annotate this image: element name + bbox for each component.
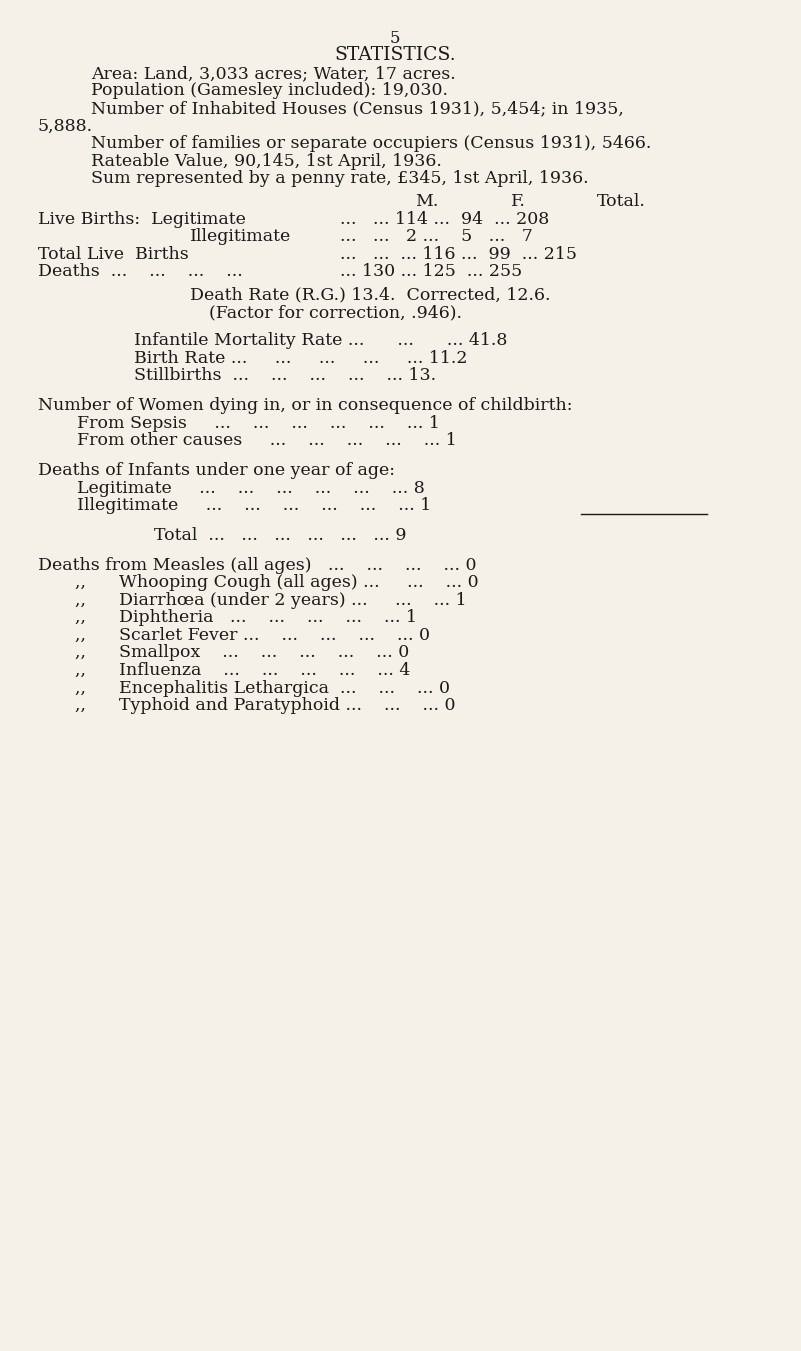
- Text: M.: M.: [415, 193, 438, 211]
- Text: Illegitimate: Illegitimate: [190, 228, 291, 246]
- Text: ,,      Whooping Cough (all ages) ...     ...    ... 0: ,, Whooping Cough (all ages) ... ... ...…: [75, 574, 479, 592]
- Text: F.: F.: [511, 193, 526, 211]
- Text: Deaths of Infants under one year of age:: Deaths of Infants under one year of age:: [38, 462, 395, 480]
- Text: Deaths from Measles (all ages)   ...    ...    ...    ... 0: Deaths from Measles (all ages) ... ... .…: [38, 557, 477, 574]
- Text: Sum represented by a penny rate, £345, 1st April, 1936.: Sum represented by a penny rate, £345, 1…: [91, 170, 589, 188]
- Text: ,,      Smallpox    ...    ...    ...    ...    ... 0: ,, Smallpox ... ... ... ... ... 0: [75, 644, 409, 662]
- Text: Legitimate     ...    ...    ...    ...    ...    ... 8: Legitimate ... ... ... ... ... ... 8: [78, 480, 425, 497]
- Text: (Factor for correction, .946).: (Factor for correction, .946).: [209, 304, 462, 322]
- Text: Live Births:  Legitimate: Live Births: Legitimate: [38, 211, 246, 228]
- Text: Number of Women dying in, or in consequence of childbirth:: Number of Women dying in, or in conseque…: [38, 397, 573, 415]
- Text: Birth Rate ...     ...     ...     ...     ... 11.2: Birth Rate ... ... ... ... ... 11.2: [135, 350, 468, 367]
- Text: Total.: Total.: [597, 193, 646, 211]
- Text: ,,      Scarlet Fever ...    ...    ...    ...    ... 0: ,, Scarlet Fever ... ... ... ... ... 0: [75, 627, 430, 644]
- Text: Rateable Value, 90,145, 1st April, 1936.: Rateable Value, 90,145, 1st April, 1936.: [91, 153, 441, 170]
- Text: Total  ...   ...   ...   ...   ...   ... 9: Total ... ... ... ... ... ... 9: [154, 527, 407, 544]
- Text: ,,      Diarrhœa (under 2 years) ...     ...    ... 1: ,, Diarrhœa (under 2 years) ... ... ... …: [75, 592, 467, 609]
- Text: ,,      Encephalitis Lethargica  ...    ...    ... 0: ,, Encephalitis Lethargica ... ... ... 0: [75, 680, 450, 697]
- Text: From other causes     ...    ...    ...    ...    ... 1: From other causes ... ... ... ... ... 1: [78, 432, 457, 450]
- Text: Number of Inhabited Houses (Census 1931), 5,454; in 1935,: Number of Inhabited Houses (Census 1931)…: [91, 100, 624, 118]
- Text: Stillbirths  ...    ...    ...    ...    ... 13.: Stillbirths ... ... ... ... ... 13.: [135, 367, 437, 385]
- Text: ...   ...   2 ...    5   ...   7: ... ... 2 ... 5 ... 7: [340, 228, 533, 246]
- Text: Total Live  Births: Total Live Births: [38, 246, 189, 263]
- Text: STATISTICS.: STATISTICS.: [334, 46, 456, 63]
- Text: ,,      Diphtheria   ...    ...    ...    ...    ... 1: ,, Diphtheria ... ... ... ... ... 1: [75, 609, 417, 627]
- Text: Illegitimate     ...    ...    ...    ...    ...    ... 1: Illegitimate ... ... ... ... ... ... 1: [78, 497, 432, 515]
- Text: Area: Land, 3,033 acres; Water, 17 acres.: Area: Land, 3,033 acres; Water, 17 acres…: [91, 65, 456, 82]
- Text: ,,      Typhoid and Paratyphoid ...    ...    ... 0: ,, Typhoid and Paratyphoid ... ... ... 0: [75, 697, 456, 715]
- Text: Number of families or separate occupiers (Census 1931), 5466.: Number of families or separate occupiers…: [91, 135, 651, 153]
- Text: Death Rate (R.G.) 13.4.  Corrected, 12.6.: Death Rate (R.G.) 13.4. Corrected, 12.6.: [190, 286, 550, 304]
- Text: ,,      Influenza    ...    ...    ...    ...    ... 4: ,, Influenza ... ... ... ... ... 4: [75, 662, 410, 680]
- Text: 5,888.: 5,888.: [38, 118, 93, 135]
- Text: Deaths  ...    ...    ...    ...: Deaths ... ... ... ...: [38, 263, 243, 281]
- Text: Infantile Mortality Rate ...      ...      ... 41.8: Infantile Mortality Rate ... ... ... 41.…: [135, 332, 508, 350]
- Text: ... 130 ... 125  ... 255: ... 130 ... 125 ... 255: [340, 263, 522, 281]
- Text: 5: 5: [390, 30, 400, 47]
- Text: Population (Gamesley included): 19,030.: Population (Gamesley included): 19,030.: [91, 82, 448, 100]
- Text: ...   ...  ... 116 ...  99  ... 215: ... ... ... 116 ... 99 ... 215: [340, 246, 577, 263]
- Text: ...   ... 114 ...  94  ... 208: ... ... 114 ... 94 ... 208: [340, 211, 549, 228]
- Text: From Sepsis     ...    ...    ...    ...    ...    ... 1: From Sepsis ... ... ... ... ... ... 1: [78, 415, 441, 432]
